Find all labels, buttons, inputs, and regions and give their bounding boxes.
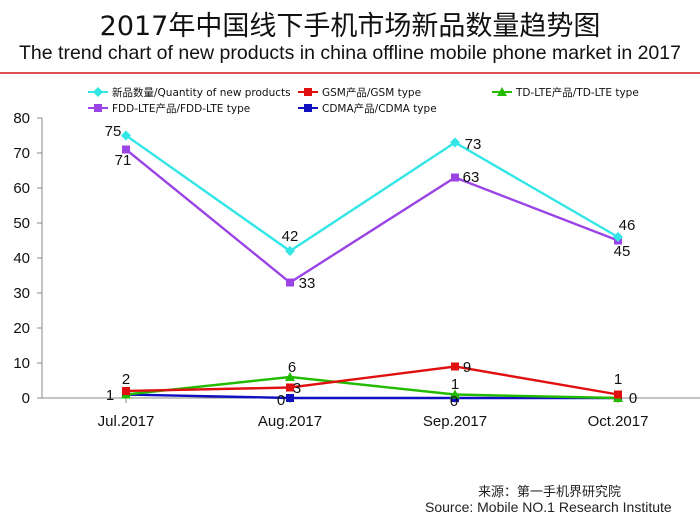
data-label: 42: [282, 228, 299, 245]
x-tick-label: Sep.2017: [423, 413, 487, 430]
data-point: [286, 278, 294, 287]
series-line: [125, 375, 619, 400]
legend-marker: [304, 104, 312, 112]
data-point: [122, 387, 130, 395]
data-point: [286, 394, 294, 402]
data-label: 33: [299, 275, 316, 292]
y-tick-label: 50: [13, 215, 30, 232]
data-point: [122, 145, 130, 154]
data-point: [614, 390, 622, 399]
y-tick-label: 0: [22, 390, 30, 407]
title-divider: [0, 72, 700, 74]
legend-label: TD-LTE产品/TD-LTE type: [515, 86, 639, 99]
legend-label: 新品数量/Quantity of new products: [112, 86, 291, 99]
chart-title-en: The trend chart of new products in china…: [19, 42, 681, 64]
series-line: [125, 134, 619, 253]
data-label: 1: [614, 371, 622, 388]
data-label: 71: [115, 152, 132, 169]
legend-marker: [94, 104, 102, 112]
data-point: [451, 362, 459, 371]
data-label: 3: [293, 380, 301, 397]
y-tick-label: 60: [13, 180, 30, 197]
data-label: 1: [451, 376, 459, 393]
data-label: 9: [463, 359, 471, 376]
data-label: 0: [450, 393, 458, 410]
data-label: 45: [614, 243, 631, 260]
legend-marker: [93, 87, 103, 97]
x-tick-label: Oct.2017: [588, 413, 649, 430]
legend-label: GSM产品/GSM type: [322, 86, 421, 99]
y-tick-label: 20: [13, 320, 30, 337]
data-label: 73: [465, 136, 482, 153]
data-label: 0: [277, 392, 285, 409]
data-point: [613, 232, 623, 242]
data-point: [285, 246, 295, 256]
data-label: 63: [463, 169, 480, 186]
legend-marker: [497, 87, 507, 96]
x-tick-label: Aug.2017: [258, 413, 322, 430]
y-tick-label: 70: [13, 145, 30, 162]
data-point: [451, 173, 459, 182]
series-line: [125, 393, 618, 400]
data-point: [450, 137, 460, 148]
data-point: [450, 389, 460, 399]
data-point: [285, 372, 295, 381]
y-tick-label: 40: [13, 250, 30, 267]
source-en: Source: Mobile NO.1 Research Institute: [425, 499, 672, 515]
x-tick-label: Jul.2017: [98, 413, 155, 430]
data-label: 0: [629, 390, 637, 407]
data-point: [286, 383, 294, 392]
data-label: 1: [106, 387, 114, 404]
legend-label: FDD-LTE产品/FDD-LTE type: [112, 102, 250, 115]
legend-marker: [304, 88, 312, 96]
data-label: 6: [288, 359, 296, 376]
y-tick-label: 30: [13, 285, 30, 302]
y-tick-label: 10: [13, 355, 30, 372]
data-label: 46: [619, 217, 636, 234]
data-label: 75: [105, 123, 122, 140]
source-cn: 来源：第一手机界研究院: [478, 485, 622, 500]
data-point: [121, 130, 131, 141]
data-label: 2: [122, 371, 130, 388]
legend-label: CDMA产品/CDMA type: [322, 102, 437, 115]
y-tick-label: 80: [13, 110, 30, 127]
series-line: [125, 365, 619, 396]
chart-title-cn: 2017年中国线下手机市场新品数量趋势图: [99, 11, 601, 42]
series-line: [125, 148, 619, 284]
